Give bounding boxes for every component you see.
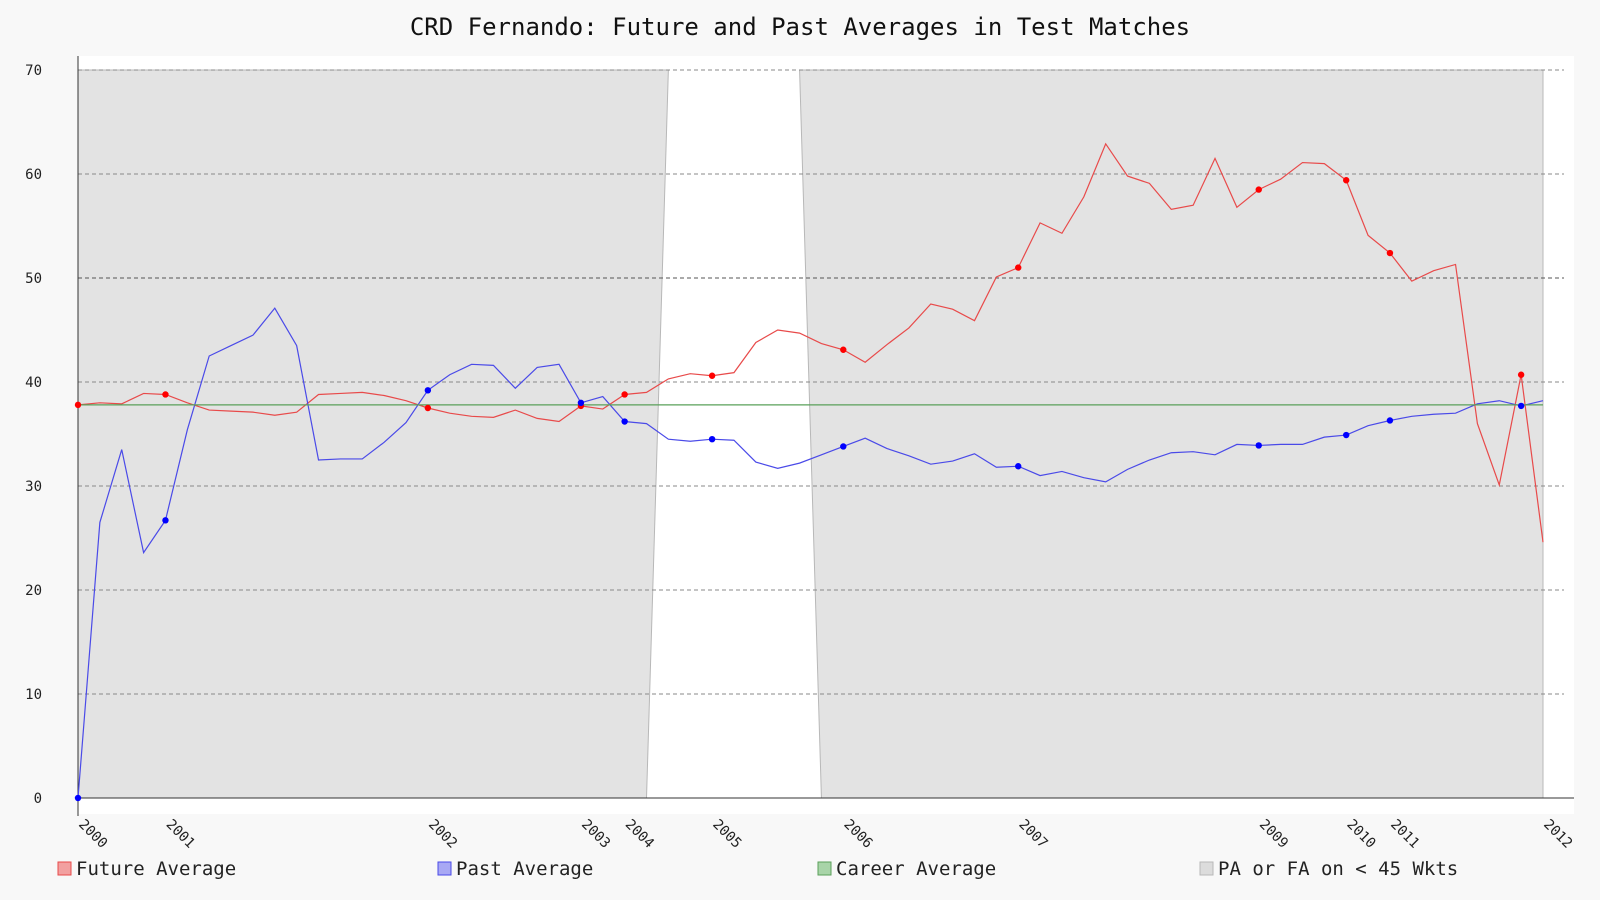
data-point — [1517, 371, 1525, 378]
data-point — [74, 401, 82, 409]
series-line-1 — [77, 307, 1544, 799]
data-point — [840, 443, 847, 450]
legend-label: PA or FA on < 45 Wkts — [1218, 858, 1458, 880]
data-point — [74, 794, 82, 802]
y-tick-label: 0 — [34, 791, 42, 807]
legend-swatch — [437, 861, 452, 876]
data-point — [840, 346, 847, 353]
data-point — [621, 391, 628, 398]
legend-swatch — [817, 861, 832, 876]
data-point — [424, 387, 432, 394]
data-point — [1517, 402, 1525, 410]
markers-layer — [74, 177, 1525, 802]
data-point — [424, 404, 432, 412]
data-point — [1015, 264, 1022, 271]
data-point — [708, 372, 716, 379]
series-layer — [77, 142, 1544, 799]
data-point — [162, 391, 169, 398]
data-point — [1015, 463, 1022, 470]
y-tick-label: 40 — [25, 375, 42, 391]
legend-label: Career Average — [836, 858, 996, 880]
legend: Future Average Past Average Career Average… — [57, 858, 1458, 880]
data-point — [1255, 442, 1262, 449]
shaded-region-left — [77, 69, 669, 799]
data-point — [1343, 177, 1350, 184]
y-tick-label: 70 — [25, 63, 42, 79]
y-tick-label: 50 — [25, 271, 42, 287]
legend-swatch — [57, 861, 72, 876]
legend-label: Future Average — [76, 858, 236, 880]
chart-title: CRD Fernando: Future and Past Averages i… — [410, 13, 1190, 41]
y-tick-label: 60 — [25, 167, 42, 183]
data-point — [1386, 417, 1394, 424]
data-point — [577, 399, 585, 406]
y-tick-label: 20 — [25, 583, 42, 599]
data-point — [708, 436, 716, 443]
data-point — [621, 418, 628, 425]
data-point — [162, 517, 169, 524]
gridlines — [78, 69, 1564, 695]
series-line-0 — [77, 142, 1544, 543]
shaded-region-layer — [77, 69, 1544, 799]
data-point — [1386, 249, 1394, 257]
data-point — [1343, 431, 1350, 439]
y-tick-label: 10 — [25, 687, 42, 703]
shaded-region-right — [799, 69, 1544, 799]
legend-swatch — [1199, 861, 1214, 876]
y-tick-label: 30 — [25, 479, 42, 495]
legend-label: Past Average — [456, 858, 593, 880]
data-point — [1255, 186, 1262, 193]
